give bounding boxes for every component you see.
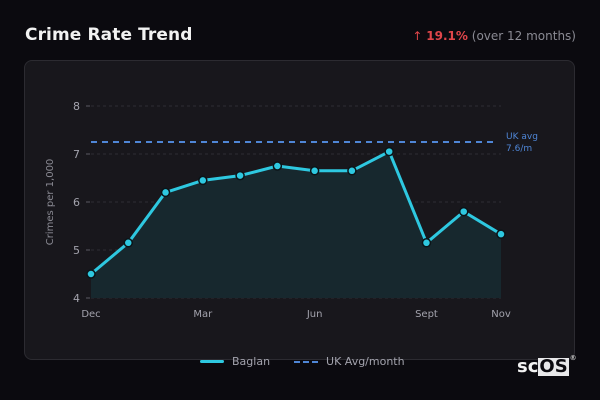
data-point[interactable]: [458, 206, 469, 217]
x-tick-label: Dec: [81, 309, 100, 320]
legend-item-baglan[interactable]: Baglan: [200, 355, 270, 368]
data-point[interactable]: [235, 170, 245, 181]
y-axis-label: Crimes per 1,000: [45, 159, 56, 246]
y-axis: 4 5 6 7 8: [73, 100, 90, 305]
data-point[interactable]: [496, 229, 506, 239]
change-summary: ↑ 19.1% (over 12 months): [412, 29, 576, 43]
data-point[interactable]: [86, 269, 96, 279]
data-point[interactable]: [309, 166, 320, 176]
solid-line-icon: [200, 360, 224, 363]
y-tick-label: 6: [73, 196, 80, 209]
uk-average-value: 7.6/m: [506, 144, 532, 154]
x-tick-label: Sept: [415, 309, 438, 320]
legend-item-uk-avg[interactable]: UK Avg/month: [294, 355, 405, 368]
data-point[interactable]: [160, 187, 171, 198]
data-point[interactable]: [421, 238, 432, 248]
series-area: [91, 151, 501, 298]
y-tick-label: 7: [73, 148, 80, 161]
y-tick-label: 8: [73, 100, 80, 113]
data-point[interactable]: [123, 238, 134, 248]
data-point[interactable]: [198, 175, 208, 186]
scos-logo: sc OS ®: [517, 354, 577, 377]
data-point[interactable]: [272, 161, 283, 171]
dashed-line-icon: [294, 360, 319, 363]
data-point[interactable]: [347, 166, 357, 176]
legend: Baglan UK Avg/month: [200, 355, 405, 368]
x-tick-label: Jun: [306, 309, 323, 320]
legend-label-baglan: Baglan: [232, 355, 271, 368]
chart-title: Crime Rate Trend: [25, 25, 193, 45]
data-points: [86, 146, 506, 279]
x-tick-label: Nov: [491, 309, 511, 320]
x-axis: Dec Mar Jun Sept Nov: [81, 309, 511, 320]
arrow-up-icon: ↑: [412, 29, 423, 43]
x-tick-label: Mar: [193, 309, 213, 320]
series-line-baglan: [90, 150, 502, 276]
data-point[interactable]: [384, 146, 394, 157]
legend-label-uk-avg: UK Avg/month: [326, 355, 405, 368]
y-tick-label: 4: [73, 292, 80, 305]
change-percent: 19.1%: [426, 29, 468, 43]
y-tick-label: 5: [73, 244, 80, 257]
change-period: (over 12 months): [471, 29, 576, 43]
uk-average-label: UK avg: [506, 132, 538, 142]
